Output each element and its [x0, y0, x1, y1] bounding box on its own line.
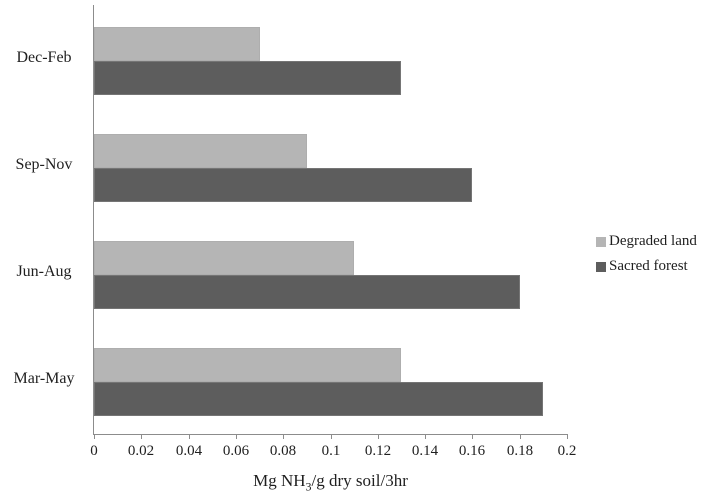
bar-sacred-forest-dec-feb [94, 61, 401, 95]
x-axis-tick [331, 434, 332, 439]
bar-sacred-forest-mar-may [94, 382, 543, 416]
x-tick-label: 0.14 [411, 443, 439, 459]
category-label-dec-feb: Dec-Feb [16, 48, 72, 66]
category-label-mar-may: Mar-May [13, 370, 75, 388]
legend-swatch-sacred-forest [596, 261, 606, 272]
x-axis-line [93, 434, 568, 435]
x-axis-title-suffix: /g dry soil/3hr [311, 471, 408, 490]
legend-label-sacred-forest: Sacred forest [609, 258, 688, 274]
x-tick-label: 0.02 [127, 443, 155, 459]
x-axis-tick [472, 434, 473, 439]
x-axis-title-prefix: Mg NH [253, 471, 306, 490]
x-tick-label: 0.08 [269, 443, 297, 459]
category-label-sep-nov: Sep-Nov [15, 155, 73, 173]
x-tick-label: 0.2 [557, 443, 577, 459]
x-tick-label: 0.12 [364, 443, 392, 459]
bar-degraded-land-jun-aug [94, 241, 354, 275]
legend-item-sacred-forest: Sacred forest [596, 254, 697, 279]
x-axis-tick [94, 434, 95, 439]
x-axis-tick [283, 434, 284, 439]
x-axis-tick [520, 434, 521, 439]
bar-sacred-forest-jun-aug [94, 275, 520, 309]
x-axis-tick [378, 434, 379, 439]
x-tick-label: 0.06 [222, 443, 250, 459]
x-axis-tick [236, 434, 237, 439]
bar-degraded-land-dec-feb [94, 27, 260, 61]
legend-label-degraded-land: Degraded land [609, 233, 697, 249]
x-axis-tick [141, 434, 142, 439]
x-axis-title-subscript: 3 [305, 479, 312, 494]
category-label-jun-aug: Jun-Aug [16, 263, 72, 281]
x-axis-title: Mg NH3/g dry soil/3hr [94, 471, 567, 494]
bar-sacred-forest-sep-nov [94, 168, 472, 202]
x-tick-label: 0.04 [175, 443, 203, 459]
legend-item-degraded-land: Degraded land [596, 229, 697, 254]
legend: Degraded land Sacred forest [596, 229, 697, 279]
x-tick-label: 0.16 [458, 443, 486, 459]
bar-degraded-land-sep-nov [94, 134, 307, 168]
legend-swatch-degraded-land [596, 236, 606, 247]
bar-degraded-land-mar-may [94, 348, 401, 382]
x-tick-label: 0.1 [321, 443, 341, 459]
x-tick-label: 0.18 [506, 443, 534, 459]
x-axis-tick [425, 434, 426, 439]
x-axis-tick [189, 434, 190, 439]
x-tick-label: 0 [90, 443, 98, 459]
x-axis-tick [567, 434, 568, 439]
y-axis-line [93, 5, 94, 435]
